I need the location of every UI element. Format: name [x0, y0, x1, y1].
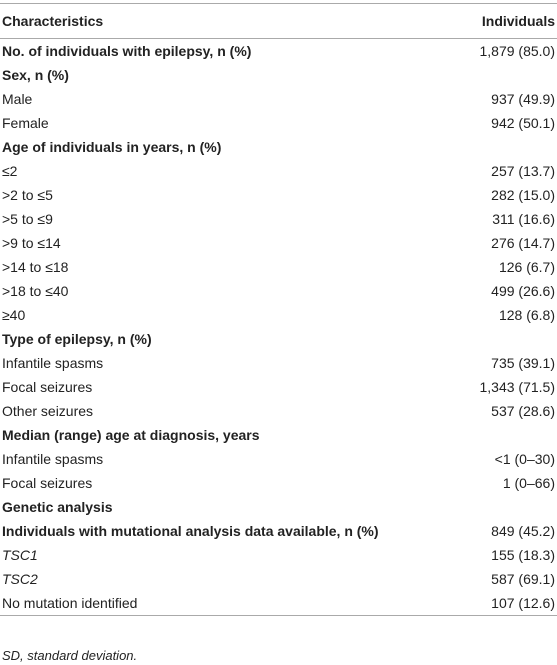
- row-label: Infantile spasms: [2, 451, 104, 467]
- table-row: No. of individuals with epilepsy, n (%) 1…: [0, 39, 557, 64]
- row-value: 276 (14.7): [491, 235, 555, 251]
- row-value: 937 (49.9): [491, 91, 555, 107]
- header-row: Characteristics Individuals: [0, 3, 557, 39]
- column-header: Individuals: [460, 3, 557, 39]
- row-label: Age of individuals in years, n (%): [2, 139, 222, 155]
- row-label: Focal seizures: [2, 475, 93, 491]
- table-row: ≤2 257 (13.7): [0, 159, 557, 183]
- row-label: >14 to ≤18: [2, 259, 69, 275]
- row-label: TSC2: [2, 571, 38, 587]
- table-body: No. of individuals with epilepsy, n (%) 1…: [0, 39, 557, 616]
- row-value: 107 (12.6): [491, 595, 555, 611]
- row-value: 257 (13.7): [491, 163, 555, 179]
- table-row: Male 937 (49.9): [0, 87, 557, 111]
- row-value: 735 (39.1): [491, 355, 555, 371]
- empty-cell: [461, 135, 557, 159]
- table-row: ≥40 128 (6.8): [0, 303, 557, 327]
- table-row: Focal seizures 1 (0–66): [0, 471, 557, 495]
- row-label: Genetic analysis: [2, 499, 113, 515]
- row-label: Infantile spasms: [2, 355, 104, 371]
- row-label: Median (range) age at diagnosis, years: [2, 427, 260, 443]
- row-label: >2 to ≤5: [2, 187, 53, 203]
- data-table: Characteristics Individuals No. of indiv…: [0, 3, 557, 616]
- row-label: Other seizures: [2, 403, 94, 419]
- empty-cell: [461, 423, 557, 447]
- table-row: Sex, n (%): [0, 63, 557, 87]
- row-label: ≥40: [2, 307, 26, 323]
- empty-cell: [461, 495, 557, 519]
- row-value: 587 (69.1): [491, 571, 555, 587]
- table-row: Median (range) age at diagnosis, years: [0, 423, 557, 447]
- row-label: No. of individuals with epilepsy, n (%): [2, 43, 252, 59]
- row-value: 1,879 (85.0): [479, 43, 556, 59]
- table-row: TSC1 155 (18.3): [0, 543, 557, 567]
- empty-cell: [461, 327, 557, 351]
- row-label: No mutation identified: [2, 595, 138, 611]
- row-label: ≤2: [2, 163, 18, 179]
- table-row: >18 to ≤40 499 (26.6): [0, 279, 557, 303]
- table-row: >9 to ≤14 276 (14.7): [0, 231, 557, 255]
- table-row: Female 942 (50.1): [0, 111, 557, 135]
- row-value: 311 (16.6): [492, 211, 555, 227]
- row-label: >5 to ≤9: [2, 211, 53, 227]
- row-value: <1 (0–30): [494, 451, 555, 467]
- row-value: 1 (0–66): [502, 475, 555, 491]
- empty-cell: [461, 63, 557, 87]
- row-label: Female: [2, 115, 49, 131]
- row-label: Individuals with mutational analysis dat…: [2, 523, 379, 539]
- row-value: 1,343 (71.5): [479, 379, 556, 395]
- table-row: >14 to ≤18 126 (6.7): [0, 255, 557, 279]
- row-label: Type of epilepsy, n (%): [2, 331, 152, 347]
- table-row: Genetic analysis: [0, 495, 557, 519]
- row-value: 128 (6.8): [498, 307, 555, 323]
- table-row: Age of individuals in years, n (%): [0, 135, 557, 159]
- row-label: Sex, n (%): [2, 67, 69, 83]
- row-value: 942 (50.1): [491, 115, 555, 131]
- table-row: >5 to ≤9 311 (16.6): [0, 207, 557, 231]
- table-row: Focal seizures 1,343 (71.5): [0, 375, 557, 399]
- row-value: 282 (15.0): [491, 187, 555, 203]
- table-row: Other seizures 537 (28.6): [0, 399, 557, 423]
- row-label: Focal seizures: [2, 379, 93, 395]
- footnote: SD, standard deviation.: [2, 648, 138, 663]
- row-value: 126 (6.7): [498, 259, 555, 275]
- table-row: Infantile spasms 735 (39.1): [0, 351, 557, 375]
- row-value: 537 (28.6): [491, 403, 555, 419]
- table-row: Infantile spasms <1 (0–30): [0, 447, 557, 471]
- row-label: >9 to ≤14: [2, 235, 61, 251]
- row-value: 499 (26.6): [491, 283, 555, 299]
- table-row: >2 to ≤5 282 (15.0): [0, 183, 557, 207]
- row-value: 155 (18.3): [491, 547, 555, 563]
- table-row: TSC2 587 (69.1): [0, 567, 557, 591]
- table-row: Individuals with mutational analysis dat…: [0, 519, 557, 543]
- row-label: >18 to ≤40: [2, 283, 69, 299]
- row-label: Male: [2, 91, 33, 107]
- table-row: No mutation identified 107 (12.6): [0, 591, 557, 616]
- row-label: TSC1: [2, 547, 38, 563]
- table-row: Type of epilepsy, n (%): [0, 327, 557, 351]
- column-header: Characteristics: [0, 3, 461, 39]
- row-value: 849 (45.2): [491, 523, 555, 539]
